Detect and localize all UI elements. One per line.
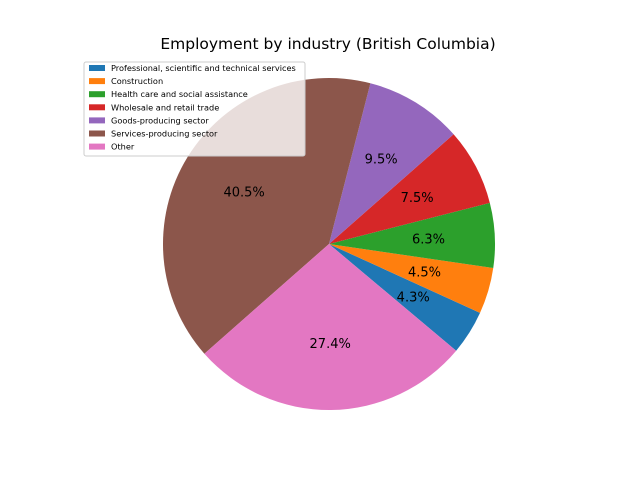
legend-swatch-1 bbox=[89, 65, 105, 71]
pie-percent-label-7: 27.4% bbox=[310, 337, 351, 352]
pie-slice-2 bbox=[329, 244, 494, 313]
pie-percent-label-4: 7.5% bbox=[401, 191, 434, 206]
pie-percent-label-6: 40.5% bbox=[223, 185, 264, 200]
pie-percent-label-1: 4.3% bbox=[397, 291, 430, 306]
legend-frame bbox=[83, 61, 306, 157]
pie-slice-3 bbox=[329, 202, 495, 269]
pie-percent-labels: 4.3% 4.5% 6.3% 7.5% 9.5% 40.5% 27.4% bbox=[223, 153, 445, 353]
pie-slice-5 bbox=[329, 83, 454, 245]
legend-label-3: Health care and social assistance bbox=[111, 89, 248, 99]
legend-label-4: Wholesale and retail trade bbox=[111, 102, 219, 112]
legend-swatch-5 bbox=[89, 117, 105, 124]
legend-label-5: Goods-producing sector bbox=[111, 115, 209, 125]
pie-slice-4 bbox=[329, 134, 490, 244]
legend-label-2: Construction bbox=[111, 76, 163, 86]
pie-percent-label-5: 9.5% bbox=[365, 153, 398, 168]
legend-swatch-3 bbox=[89, 91, 105, 98]
legend-swatch-7 bbox=[89, 143, 105, 150]
legend-label-7: Other bbox=[111, 142, 135, 152]
legend-swatch-6 bbox=[89, 130, 105, 137]
legend-swatch-4 bbox=[89, 104, 105, 111]
pie-slice-1 bbox=[329, 244, 481, 351]
legend-label-6: Services-producing sector bbox=[111, 129, 218, 139]
legend-label-1: Professional, scientific and technical s… bbox=[111, 63, 296, 73]
pie-percent-label-3: 6.3% bbox=[412, 232, 445, 247]
pie-percent-label-2: 4.5% bbox=[408, 266, 441, 281]
legend-swatch-2 bbox=[89, 78, 105, 85]
pie-slice-7 bbox=[204, 244, 457, 410]
chart-title: Employment by industry (British Columbia… bbox=[160, 35, 495, 53]
legend: Professional, scientific and technical s… bbox=[83, 61, 306, 157]
